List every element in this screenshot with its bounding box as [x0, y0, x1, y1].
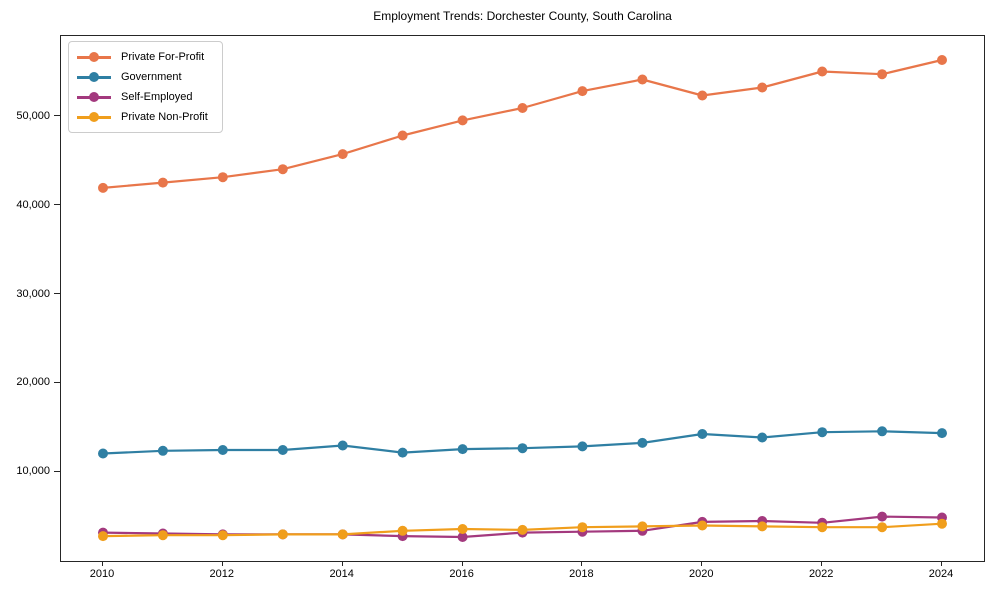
data-point-private-non-profit-2022 — [817, 522, 828, 533]
data-point-government-2015 — [397, 447, 408, 458]
data-point-government-2023 — [877, 426, 888, 437]
data-point-government-2010 — [98, 448, 108, 459]
data-point-government-2013 — [277, 445, 288, 455]
y-tick-label-30000: 30,000 — [16, 287, 50, 300]
data-point-private-non-profit-2021 — [757, 521, 768, 532]
legend-item-private-for-profit: Private For-Profit — [77, 47, 208, 67]
data-point-private-non-profit-2018 — [577, 522, 588, 533]
legend-marker-icon — [77, 92, 111, 103]
x-tick-label-2024: 2024 — [928, 568, 954, 580]
x-tick-mark-2012 — [221, 562, 223, 566]
legend-item-private-non-profit: Private Non-Profit — [77, 107, 208, 127]
data-point-private-non-profit-2024 — [937, 518, 947, 529]
data-point-government-2014 — [337, 440, 348, 451]
x-tick-label-2014: 2014 — [329, 568, 354, 580]
data-point-private-non-profit-2014 — [337, 529, 348, 540]
x-tick-mark-2024 — [941, 562, 942, 566]
x-tick-mark-2020 — [701, 562, 703, 566]
y-tick-label-50000: 50,000 — [16, 109, 50, 122]
y-tick-label-40000: 40,000 — [16, 198, 50, 211]
legend: Private For-Profit Government Self-Employe… — [68, 41, 223, 133]
data-point-private-for-profit-2014 — [337, 149, 348, 160]
data-point-self-employed-2023 — [877, 511, 888, 522]
y-tick-mark-40000 — [54, 204, 60, 206]
x-tick-label-2010: 2010 — [89, 568, 115, 580]
series-line-private-for-profit — [102, 58, 943, 189]
data-point-private-for-profit-2021 — [757, 82, 768, 93]
legend-label: Private Non-Profit — [121, 111, 208, 123]
data-point-private-for-profit-2024 — [937, 55, 947, 65]
data-point-government-2017 — [517, 443, 528, 454]
x-tick-mark-2016 — [461, 562, 463, 566]
legend-label: Private For-Profit — [121, 51, 205, 63]
x-tick-label-2020: 2020 — [689, 568, 714, 580]
y-tick-mark-50000 — [54, 115, 60, 117]
x-tick-label-2022: 2022 — [808, 568, 834, 580]
data-point-private-non-profit-2020 — [697, 520, 708, 531]
data-point-private-non-profit-2012 — [217, 530, 228, 541]
data-point-government-2019 — [637, 437, 648, 448]
data-point-government-2021 — [757, 432, 768, 443]
data-point-government-2018 — [577, 441, 588, 452]
chart-title: Employment Trends: Dorchester County, So… — [373, 9, 672, 23]
x-tick-mark-2018 — [581, 562, 583, 566]
data-point-private-for-profit-2018 — [577, 86, 588, 97]
data-point-self-employed-2016 — [457, 532, 468, 542]
data-point-government-2022 — [817, 427, 828, 438]
data-point-private-for-profit-2012 — [217, 172, 228, 183]
y-tick-label-10000: 10,000 — [16, 465, 50, 478]
data-point-private-for-profit-2019 — [637, 74, 648, 85]
data-point-private-for-profit-2023 — [877, 69, 888, 80]
y-tick-mark-30000 — [54, 293, 60, 294]
data-point-private-non-profit-2016 — [457, 524, 468, 534]
x-tick-mark-2010 — [102, 562, 103, 566]
x-tick-label-2016: 2016 — [449, 568, 474, 580]
data-point-private-for-profit-2011 — [157, 177, 168, 188]
x-tick-label-2018: 2018 — [569, 568, 594, 580]
legend-label: Government — [121, 71, 182, 83]
y-tick-mark-10000 — [54, 470, 60, 472]
data-point-private-for-profit-2010 — [98, 182, 108, 193]
data-point-private-non-profit-2023 — [877, 522, 888, 533]
data-point-private-for-profit-2020 — [697, 90, 708, 101]
legend-item-self-employed: Self-Employed — [77, 87, 208, 107]
legend-label: Self-Employed — [121, 91, 193, 103]
data-point-private-non-profit-2010 — [98, 531, 108, 542]
x-tick-label-2012: 2012 — [209, 568, 235, 580]
y-tick-mark-20000 — [54, 381, 60, 383]
data-point-private-non-profit-2011 — [157, 530, 168, 541]
data-point-private-non-profit-2017 — [517, 524, 528, 535]
data-point-government-2011 — [157, 445, 168, 456]
line-chart-svg — [98, 55, 947, 542]
data-point-private-for-profit-2022 — [817, 66, 828, 77]
data-point-private-non-profit-2013 — [277, 529, 288, 540]
data-point-government-2024 — [937, 428, 947, 439]
legend-item-government: Government — [77, 67, 208, 87]
data-point-private-for-profit-2016 — [457, 115, 468, 126]
y-tick-label-20000: 20,000 — [16, 376, 50, 389]
data-point-private-for-profit-2015 — [397, 130, 408, 141]
data-point-government-2012 — [217, 445, 228, 455]
legend-marker-icon — [77, 52, 111, 63]
legend-marker-icon — [77, 112, 111, 123]
x-tick-mark-2022 — [821, 562, 823, 566]
data-point-government-2020 — [697, 429, 708, 439]
x-tick-mark-2014 — [341, 562, 343, 566]
data-point-private-for-profit-2013 — [277, 164, 288, 175]
data-point-government-2016 — [457, 444, 468, 455]
data-point-private-non-profit-2015 — [397, 525, 408, 536]
legend-marker-icon — [77, 72, 111, 83]
data-point-private-for-profit-2017 — [517, 103, 528, 113]
plot-area: Private For-Profit Government Self-Employe… — [60, 35, 985, 562]
data-point-private-non-profit-2019 — [637, 521, 648, 532]
